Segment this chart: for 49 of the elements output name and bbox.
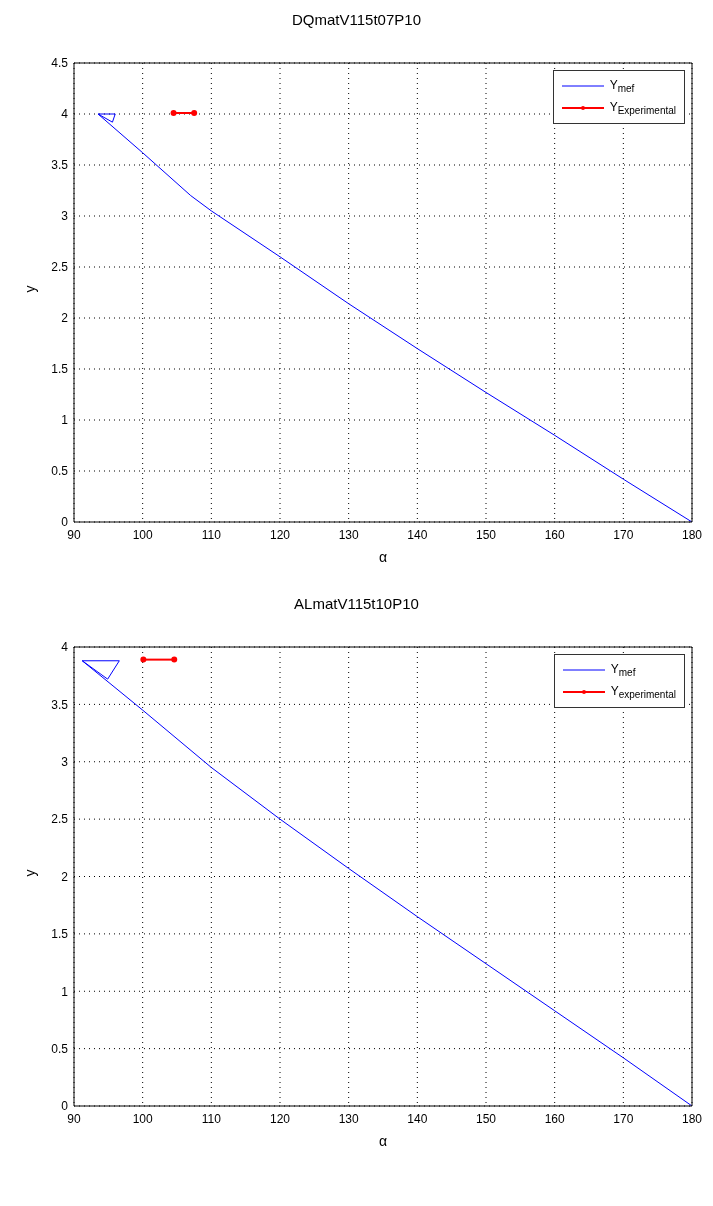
x-tick-label: 150	[475, 527, 497, 542]
legend-label: Y$_{Experimental}$	[609, 99, 676, 117]
x-tick-label: 160	[544, 527, 565, 542]
y-tick-label: 0	[61, 1099, 69, 1114]
y-axis-title: y	[21, 869, 38, 877]
x-tick-label: 100	[132, 527, 153, 542]
x-tick-label: 180	[681, 527, 703, 542]
y-tick-label: 1	[61, 984, 69, 999]
y-tick-label: 3	[61, 209, 69, 224]
y-axis-title: y	[21, 285, 38, 293]
y-tick-label: 3.5	[51, 158, 69, 173]
y-tick-label: 2	[61, 311, 69, 326]
y-tick-label: 0.5	[51, 464, 69, 479]
x-tick-label: 120	[269, 1111, 291, 1126]
x-tick-label: 90	[67, 527, 81, 542]
x-axis-title: α	[378, 549, 388, 565]
y-tick-label: 4	[61, 107, 69, 122]
y-tick-label: 1.5	[51, 362, 69, 377]
x-tick-label: 180	[681, 1111, 703, 1126]
y-tick-label: 0.5	[51, 1041, 69, 1056]
x-tick-label: 100	[132, 1111, 153, 1126]
y-tick-label: 2.5	[51, 260, 69, 275]
y-tick-label: 1.5	[51, 927, 69, 942]
y-tick-label: 2.5	[51, 812, 69, 827]
legend-label: Y$_{mef}$	[609, 77, 635, 95]
chart-title: DQmatV115t07P10	[291, 10, 422, 30]
legend-label: Y$_{experimental}$	[610, 683, 676, 701]
x-tick-label: 140	[407, 527, 428, 542]
x-tick-label: 170	[613, 527, 634, 542]
x-tick-label: 160	[544, 1111, 565, 1126]
x-tick-label: 110	[201, 527, 222, 542]
y-tick-label: 3.5	[51, 697, 69, 712]
x-tick-label: 90	[67, 1111, 81, 1126]
x-tick-label: 170	[613, 1111, 634, 1126]
y-tick-label: 3	[61, 755, 69, 770]
x-tick-label: 150	[475, 1111, 497, 1126]
x-tick-label: 120	[269, 527, 291, 542]
y-tick-label: 4	[61, 640, 69, 655]
x-axis-title: α	[378, 1133, 388, 1149]
x-tick-label: 130	[338, 527, 359, 542]
y-tick-label: 4.5	[51, 56, 69, 71]
legend-label: Y$_{mef}$	[610, 661, 636, 679]
y-tick-label: 1	[61, 413, 69, 428]
x-tick-label: 140	[407, 1111, 428, 1126]
y-tick-label: 2	[61, 869, 69, 884]
chart-title: ALmatV115t10P10	[293, 594, 420, 614]
x-tick-label: 130	[338, 1111, 359, 1126]
x-tick-label: 110	[201, 1111, 222, 1126]
y-tick-label: 0	[61, 515, 69, 530]
